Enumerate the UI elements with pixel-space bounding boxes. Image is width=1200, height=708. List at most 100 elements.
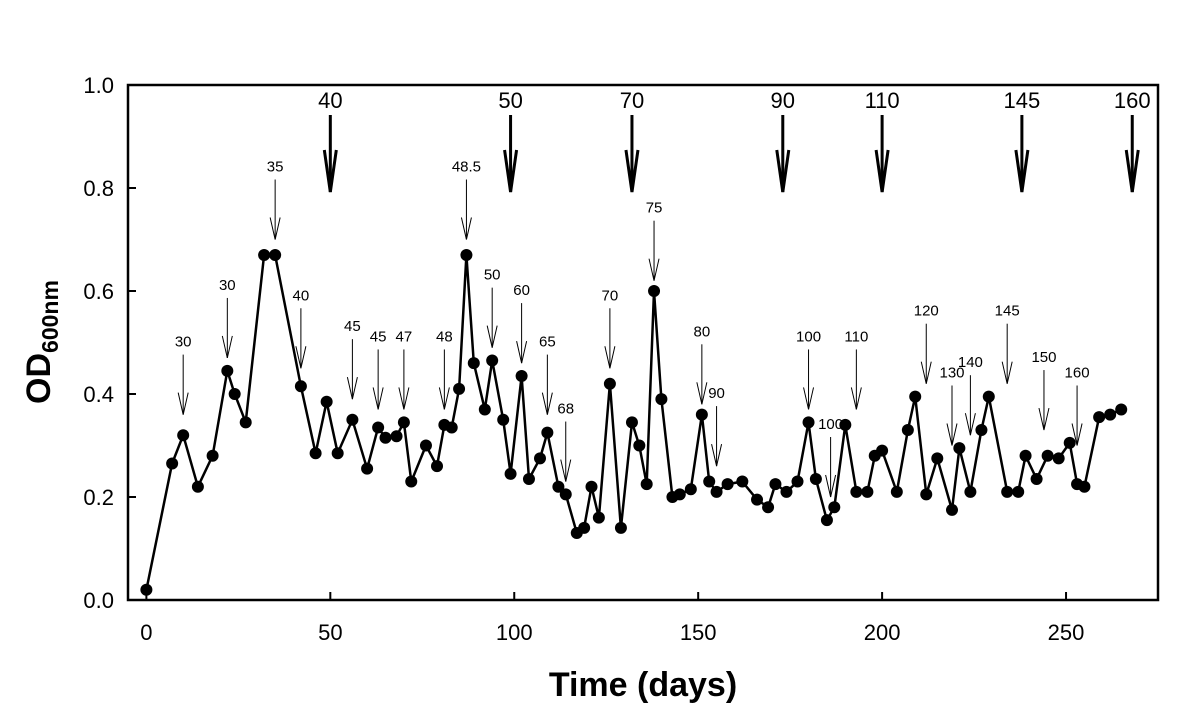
top-arrow-head [1124,149,1140,193]
annotation-label: 50 [484,267,501,284]
annotation-arrow-head [648,258,660,281]
y-tick-label: 0.2 [83,485,114,510]
data-point [762,501,775,514]
annotation-arrow-head [964,413,976,436]
data-point [453,382,466,395]
data-point [1063,436,1076,449]
x-tick-label: 50 [318,620,342,645]
data-point [372,421,385,434]
annotation-label: 75 [646,200,663,217]
annotation-label: 48 [436,328,453,345]
annotation-label: 45 [370,328,387,345]
data-point [1012,485,1025,498]
data-point [820,514,833,527]
data-point [695,408,708,421]
data-point [982,390,995,403]
x-tick-label: 150 [680,620,717,645]
data-point [515,369,528,382]
data-point [478,403,491,416]
y-axis: 0.0 0.2 0.4 0.6 0.8 1.0 [83,73,136,613]
annotation-label: 130 [939,365,964,382]
x-tick-label: 0 [140,620,152,645]
data-point [861,485,874,498]
data-point [876,444,889,457]
annotation-label: 160 [1065,365,1090,382]
data-point [828,501,841,514]
data-point [802,416,815,429]
annotation-label: 45 [344,318,361,335]
data-point [166,457,179,470]
data-point [541,426,554,439]
data-point [522,472,535,485]
data-point [140,583,153,596]
annotation-label: 80 [694,323,711,340]
data-point [405,475,418,488]
annotation-label: 48.5 [452,159,481,176]
data-point [379,431,392,444]
y-axis-title-main: OD [20,353,58,404]
annotation-label: 30 [219,277,236,294]
data-point [839,418,852,431]
top-arrow-label: 40 [318,88,342,113]
top-arrow-head [874,149,890,193]
data-point [964,485,977,498]
annotation-arrow-head [604,346,616,369]
y-axis-title-sub: 600nm [37,280,63,353]
annotation-arrow-head [1001,361,1013,384]
data-point [909,390,922,403]
data-point [1041,449,1054,462]
data-point [1052,452,1065,465]
annotation-arrow-head [372,387,384,410]
data-point [920,488,933,501]
data-point [331,447,344,460]
data-point [486,354,499,367]
annotation-label: 110 [844,328,868,345]
annotation-label: 35 [267,159,284,176]
annotation-arrow-head [560,459,572,482]
annotation-label: 30 [175,334,192,351]
data-point [850,485,863,498]
data-point [228,388,241,400]
annotation-label: 40 [293,287,310,304]
data-point [467,357,480,370]
top-arrow-label: 145 [1004,88,1041,113]
data-point [736,475,749,488]
data-point [655,393,668,406]
annotation-label: 60 [513,282,530,299]
data-point [1078,480,1091,493]
annotation-arrow-head [177,392,189,415]
data-point [684,483,697,496]
data-point [206,449,219,462]
x-axis-title: Time (days) [549,666,737,704]
y-tick-label: 0.0 [83,588,114,613]
data-point [419,439,432,452]
data-point [603,377,616,390]
data-point [559,488,572,501]
plot-frame [126,83,1160,602]
data-point [177,429,190,442]
data-point [633,439,646,452]
data-point [1030,472,1043,485]
annotation-arrow-head [803,387,815,410]
annotation-arrow-head [346,377,358,400]
top-arrow-head [503,149,519,193]
annotation-label: 100 [796,328,821,345]
top-arrow-label: 110 [865,88,900,113]
data-point [901,424,914,437]
data-point [191,480,204,493]
annotation-label: 47 [396,328,413,345]
annotation-arrow-head [825,474,837,498]
x-tick-label: 100 [496,620,533,645]
data-point [769,478,782,491]
data-point [552,480,565,493]
annotation-arrow-head [696,382,708,405]
top-arrow-head [1014,149,1030,193]
annotation-label: 70 [602,287,619,304]
data-point [953,442,966,455]
data-point [592,511,605,524]
data-point [578,521,591,534]
data-point [309,447,322,460]
annotation-group: 30 30 35 40 45 45 47 48 48.5 50 60 65 68 70 75 80 90 100 1… [175,159,1090,498]
data-point [1001,485,1014,498]
data-point [614,521,627,534]
